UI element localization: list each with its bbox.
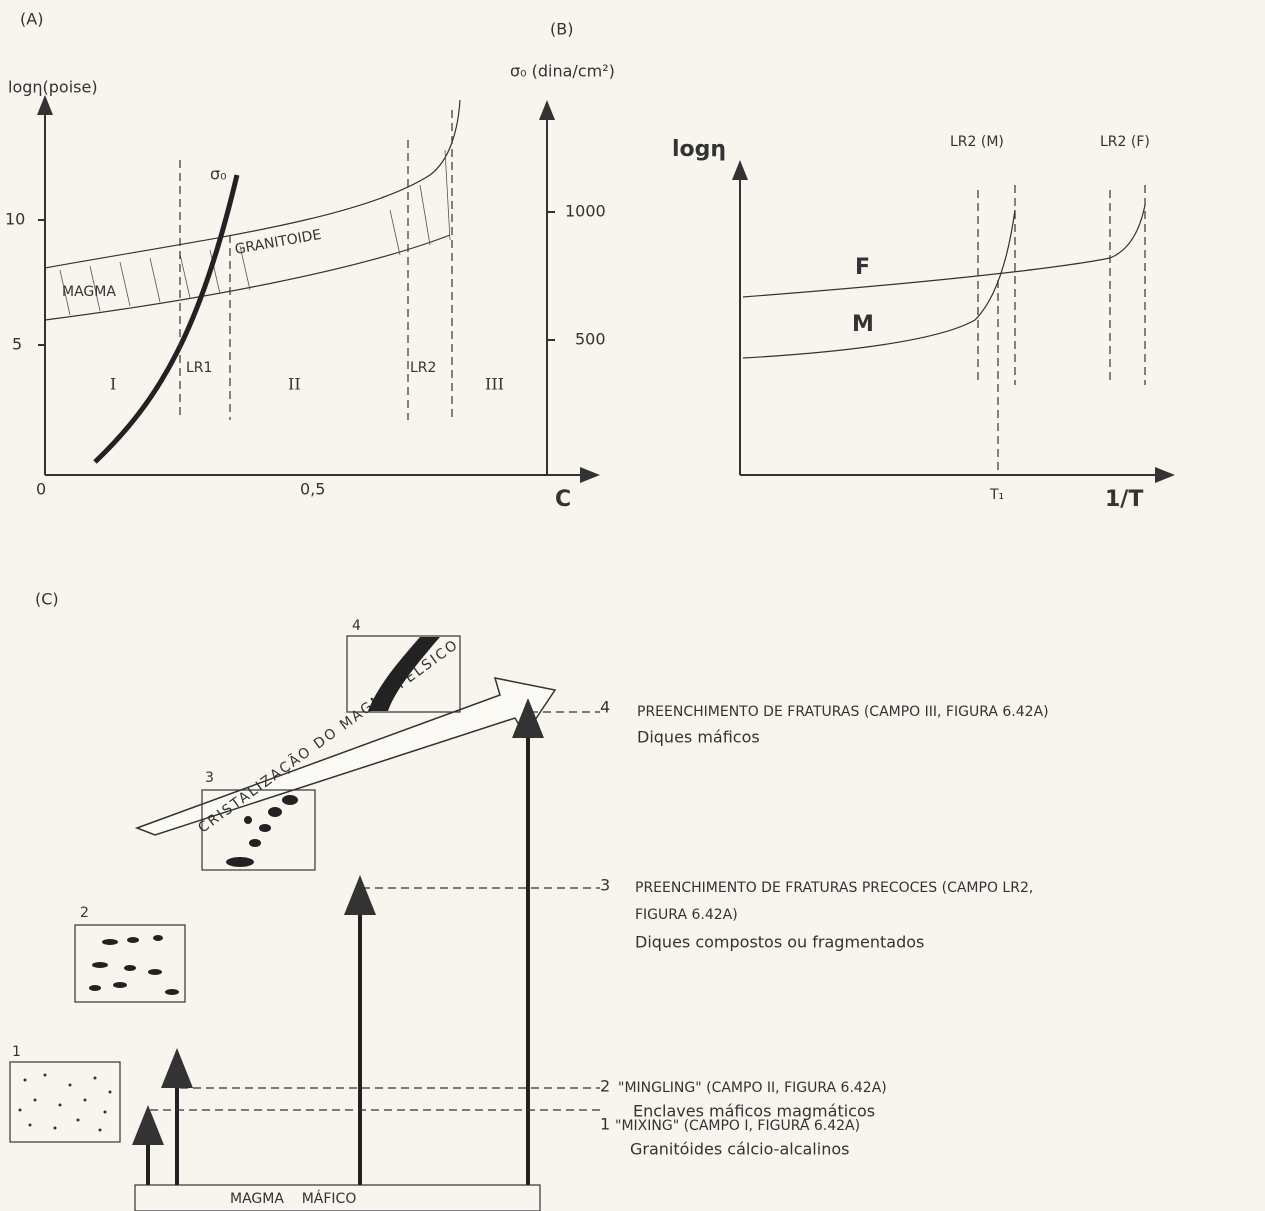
stage-description: Diques compostos ou fragmentados xyxy=(635,933,924,952)
y2-tick-label: 1000 xyxy=(565,202,606,221)
inset-dots xyxy=(18,1073,112,1132)
field-label: II xyxy=(288,375,301,394)
stage-description: Diques máficos xyxy=(637,728,760,747)
field-label: III xyxy=(485,375,504,394)
stage-number: 2 xyxy=(600,1077,610,1096)
inset-dike xyxy=(368,637,440,711)
field-label: I xyxy=(110,375,116,394)
curve-label: F xyxy=(855,255,870,280)
inset-label: 4 xyxy=(352,618,361,634)
limit-label: LR2 xyxy=(410,360,436,376)
base-label: MAGMA MÁFICO xyxy=(230,1190,356,1207)
x-tick-label: 0 xyxy=(36,480,46,499)
inset-box xyxy=(201,789,316,871)
curve-f xyxy=(742,204,1146,298)
inset-label: 3 xyxy=(205,770,214,786)
stage-number: 4 xyxy=(600,698,610,717)
stage-number: 1 xyxy=(600,1115,610,1134)
x-tick-label: T₁ xyxy=(989,487,1004,503)
inset-box xyxy=(9,1061,121,1143)
hatch xyxy=(59,149,451,316)
band-lower xyxy=(44,234,451,321)
x-tick-label: 0,5 xyxy=(300,480,325,499)
stage-arrows xyxy=(132,698,544,1185)
stage-title: "MIXING" (CAMPO I, FIGURA 6.42A) xyxy=(615,1118,860,1134)
y-tick-label: 5 xyxy=(12,335,22,354)
x-axis-label: C xyxy=(555,487,571,512)
panel-label: (B) xyxy=(550,20,573,39)
band-label: MAGMA xyxy=(62,284,116,300)
curve-label: σ₀ xyxy=(210,165,227,184)
crystallization-arrow xyxy=(134,677,557,836)
stage-number: 3 xyxy=(600,876,610,895)
panel-label: (C) xyxy=(35,590,59,609)
stage-title: PREENCHIMENTO DE FRATURAS (CAMPO III, FI… xyxy=(637,704,1049,720)
y-axis-label: logη xyxy=(672,137,726,162)
y2-axis-label: σ₀ (dina/cm²) xyxy=(510,62,615,81)
x-axis-label: 1/T xyxy=(1105,487,1143,512)
sigma-curve xyxy=(93,174,240,464)
y-axis-label: logη(poise) xyxy=(8,78,98,97)
inset-box xyxy=(346,635,461,713)
inset-label: 1 xyxy=(12,1044,21,1060)
inset-enclaves xyxy=(89,935,179,995)
panel-label: (A) xyxy=(20,10,43,29)
limit-label: LR1 xyxy=(186,360,212,376)
base-box xyxy=(134,1184,541,1211)
stage-title: "MINGLING" (CAMPO II, FIGURA 6.42A) xyxy=(618,1080,887,1096)
stage-title: FIGURA 6.42A) xyxy=(635,907,738,923)
y2-tick-label: 500 xyxy=(575,330,606,349)
inset-label: 2 xyxy=(80,905,89,921)
y-tick-label: 10 xyxy=(5,210,25,229)
panel-c: (C) MAGMA MÁFICO CRISTALIZAÇÃO DO MAGMA … xyxy=(9,590,1049,1211)
inset-box xyxy=(74,924,186,1003)
limit-label: LR2 (M) xyxy=(950,134,1004,150)
curve-m xyxy=(742,209,1016,359)
stage-title: PREENCHIMENTO DE FRATURAS PRECOCES (CAMP… xyxy=(635,880,1033,896)
band-label: GRANITOIDE xyxy=(234,227,323,258)
panel-a: (A) logη(poise) σ₀ (dina/cm²) 5 10 500 1… xyxy=(5,10,615,513)
inset-fragments xyxy=(226,795,298,867)
curve-label: M xyxy=(852,312,874,337)
panel-b: (B) logη F M LR2 (M) LR2 (F) T₁ 1/T xyxy=(550,20,1175,512)
stage-description: Enclaves máficos magmáticos xyxy=(633,1102,875,1121)
limit-label: LR2 (F) xyxy=(1100,134,1150,150)
stage-description: Granitóides cálcio-alcalinos xyxy=(630,1140,849,1159)
